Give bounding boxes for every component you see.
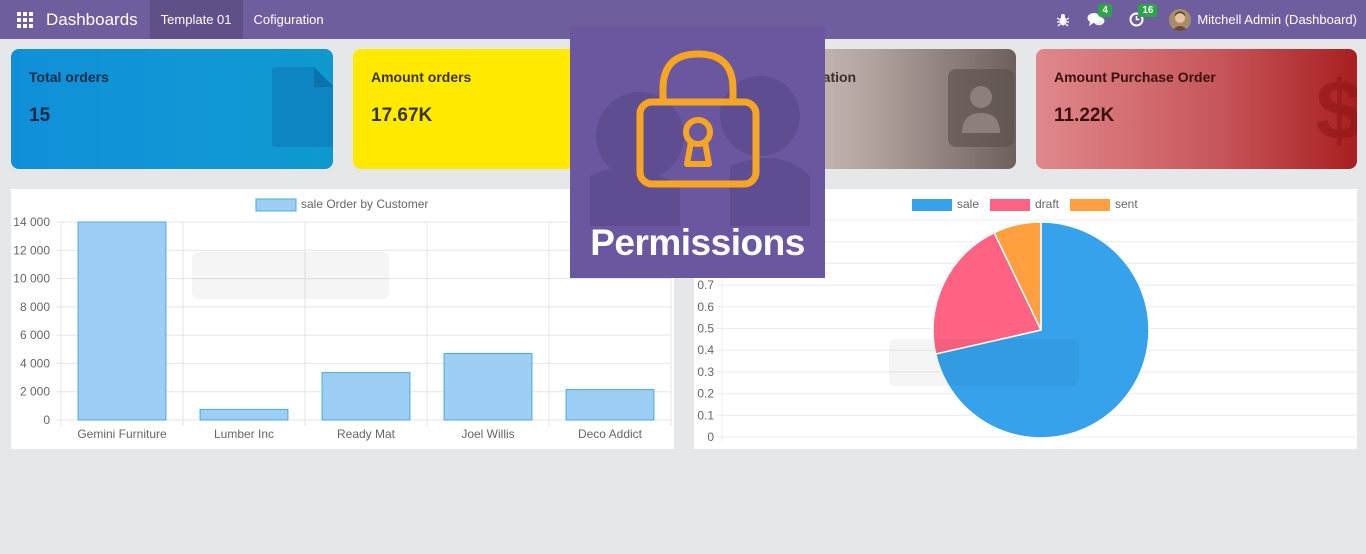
padlock-icon: [590, 50, 810, 226]
y-tick-label: 4 000: [20, 356, 50, 370]
y-tick-label: 8 000: [20, 300, 50, 314]
kpi-card-total-orders[interactable]: Total orders 15: [11, 49, 333, 169]
legend-label-sent: sent: [1115, 197, 1138, 211]
legend-swatch-draft: [990, 199, 1030, 211]
legend-swatch-sale: [912, 199, 952, 211]
y-tick-label: 2 000: [20, 385, 50, 399]
y-tick-label: 0: [43, 413, 50, 427]
dollar-icon: $: [1316, 63, 1357, 157]
x-tick-label: Lumber Inc: [214, 427, 274, 441]
app-brand[interactable]: Dashboards: [46, 9, 138, 29]
user-name: Mitchell Admin (Dashboard): [1197, 12, 1357, 27]
x-tick-label: Deco Addict: [578, 427, 643, 441]
y-tick-label: 0.4: [697, 343, 714, 357]
permissions-label: Permissions: [590, 222, 805, 263]
bar-deco-addict: [565, 389, 655, 421]
y-tick-label: 0.6: [697, 300, 714, 314]
pie-slice-sale: [934, 221, 1150, 439]
pie-chart: 0 0.1 0.2 0.3 0.4 0.5 0.6 0.7 sale draft sent: [697, 197, 1357, 444]
card-title: Amount orders: [371, 69, 472, 85]
pie-slice-draft: [932, 231, 1043, 355]
permissions-overlay: Permissions: [570, 26, 825, 278]
user-profile-icon: [948, 69, 1014, 152]
legend-swatch-bar: [255, 198, 297, 212]
legend-swatch-sent: [1070, 199, 1110, 211]
x-tick-label: Ready Mat: [337, 427, 396, 441]
y-tick-label: 0.3: [697, 365, 714, 379]
y-tick-label: 0.2: [697, 387, 714, 401]
bar-joel-willis: [443, 353, 533, 421]
card-value: 11.22K: [1054, 105, 1115, 126]
menu-template-01[interactable]: Template 01: [149, 0, 243, 39]
x-tick-label: Gemini Furniture: [77, 427, 167, 441]
debug-bug-icon[interactable]: [1053, 10, 1073, 30]
pie-slice-sent: [993, 221, 1042, 331]
bar-chart-panel: 14 000 12 000 10 000 8 000 6 000 4 000 2 000 0 …: [11, 189, 674, 449]
card-title: tation: [818, 69, 857, 85]
y-tick-label: 14 000: [13, 215, 50, 229]
legend-label-draft: draft: [1035, 197, 1060, 211]
messages-icon[interactable]: 4: [1086, 3, 1112, 30]
tooltip-placeholder: [889, 339, 1079, 386]
user-menu[interactable]: Mitchell Admin (Dashboard): [1169, 8, 1357, 31]
kpi-card-amount-purchase-order[interactable]: $ Amount Purchase Order 11.22K: [1036, 49, 1357, 169]
y-tick-label: 0.5: [697, 322, 714, 336]
document-icon: [270, 67, 333, 152]
y-tick-label: 6 000: [20, 328, 50, 342]
bar-gemini-furniture: [77, 221, 167, 421]
y-tick-label: 0: [707, 430, 714, 444]
tooltip-placeholder: [192, 252, 389, 299]
bar-lumber-inc: [199, 408, 289, 421]
legend-label-sale: sale: [957, 197, 979, 211]
navbar-systray: 4 16 Mitchell Admin (Dashboard): [1053, 0, 1366, 39]
card-value: 17.67K: [371, 105, 433, 126]
menu-configuration[interactable]: Cofiguration: [253, 12, 324, 27]
x-tick-label: Joel Willis: [461, 427, 514, 441]
user-avatar: [1169, 8, 1192, 31]
y-tick-label: 0.1: [697, 408, 714, 422]
messages-count-badge: 4: [1098, 3, 1112, 17]
y-tick-label: 10 000: [13, 272, 50, 286]
legend-label-bar: sale Order by Customer: [301, 197, 428, 211]
activities-clock-icon[interactable]: 16: [1126, 3, 1158, 30]
y-tick-label: 12 000: [13, 243, 50, 257]
apps-menu-icon[interactable]: [17, 11, 33, 28]
svg-text:$: $: [1316, 69, 1357, 149]
card-title: Total orders: [29, 69, 109, 85]
y-tick-label: 0.7: [697, 278, 714, 292]
card-title: Amount Purchase Order: [1054, 69, 1216, 85]
bar-ready-mat: [321, 372, 411, 421]
card-value: 15: [29, 105, 51, 126]
activities-count-badge: 16: [1138, 3, 1158, 17]
